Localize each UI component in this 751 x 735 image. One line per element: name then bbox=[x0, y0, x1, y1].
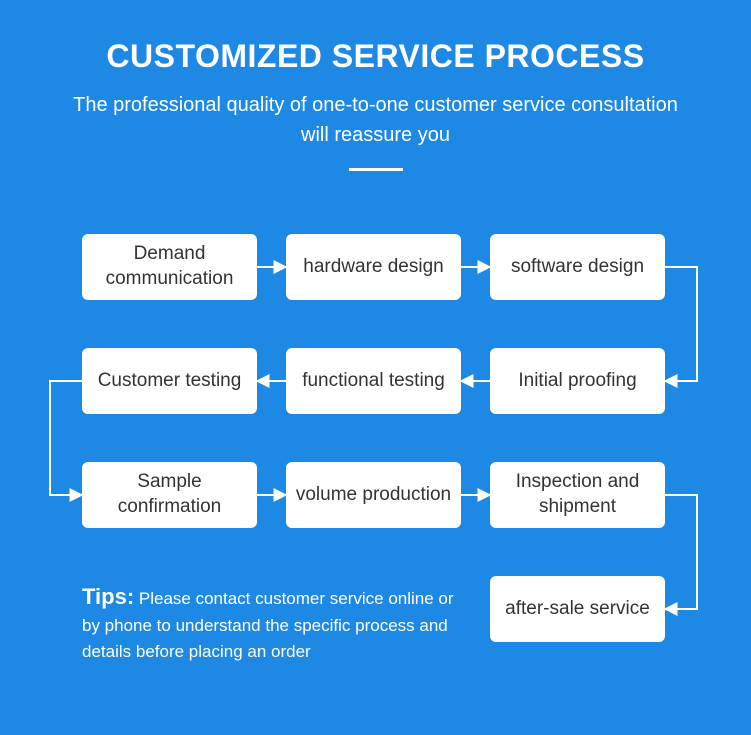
tips-block: Tips: Please contact customer service on… bbox=[82, 580, 462, 664]
flow-node-label: Inspection and shipment bbox=[498, 470, 657, 519]
flow-node-n10: after-sale service bbox=[490, 576, 665, 642]
flow-node-n2: hardware design bbox=[286, 234, 461, 300]
connector-n9-n10 bbox=[665, 495, 697, 609]
flow-node-label: software design bbox=[511, 255, 644, 280]
flow-node-n4: Customer testing bbox=[82, 348, 257, 414]
flow-node-label: functional testing bbox=[302, 369, 445, 394]
flow-node-n1: Demand communication bbox=[82, 234, 257, 300]
flow-node-n8: volume production bbox=[286, 462, 461, 528]
flow-node-label: Customer testing bbox=[98, 369, 242, 394]
flow-node-n6: Initial proofing bbox=[490, 348, 665, 414]
connector-n3-n6 bbox=[665, 267, 697, 381]
tips-label: Tips: bbox=[82, 584, 134, 609]
process-canvas: CUSTOMIZED SERVICE PROCESS The professio… bbox=[0, 0, 751, 735]
flow-node-label: Initial proofing bbox=[518, 369, 636, 394]
flow-node-label: Demand communication bbox=[90, 242, 249, 291]
flow-node-label: hardware design bbox=[303, 255, 443, 280]
flow-node-n3: software design bbox=[490, 234, 665, 300]
tips-text: Please contact customer service online o… bbox=[82, 589, 454, 661]
flow-node-n7: Sample confirmation bbox=[82, 462, 257, 528]
connector-n4-n7 bbox=[50, 381, 82, 495]
flow-node-n5: functional testing bbox=[286, 348, 461, 414]
flow-node-label: after-sale service bbox=[505, 597, 650, 622]
flow-node-label: volume production bbox=[296, 483, 451, 508]
flow-node-label: Sample confirmation bbox=[90, 470, 249, 519]
flow-node-n9: Inspection and shipment bbox=[490, 462, 665, 528]
